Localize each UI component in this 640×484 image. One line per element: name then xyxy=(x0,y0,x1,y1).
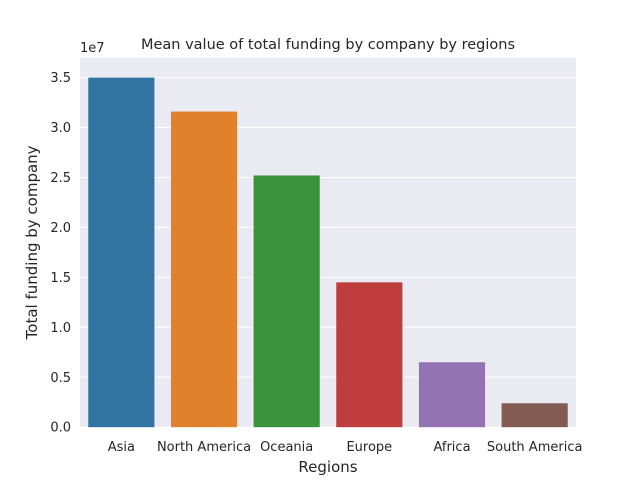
bar-oceania xyxy=(253,175,320,428)
y-tick-label: 2.5 xyxy=(50,171,71,186)
x-tick-label: South America xyxy=(487,440,583,455)
x-tick-label: Oceania xyxy=(260,440,313,455)
y-tick-labels: 0.0 0.5 1.0 1.5 2.0 2.5 3.0 3.5 xyxy=(50,71,71,436)
y-tick-label: 2.0 xyxy=(50,221,71,236)
y-tick-label: 0.5 xyxy=(50,371,71,386)
x-tick-label: Europe xyxy=(346,440,392,455)
y-tick-label: 3.5 xyxy=(50,71,71,86)
bar-north-america xyxy=(170,111,238,428)
chart-title: Mean value of total funding by company b… xyxy=(141,37,515,53)
bar-africa xyxy=(418,362,486,428)
y-tick-label: 0.0 xyxy=(50,421,71,436)
grid-lines xyxy=(80,77,576,428)
bar-asia xyxy=(88,77,155,428)
y-axis-label: Total funding by company xyxy=(23,145,41,340)
x-tick-label: Asia xyxy=(108,440,135,455)
plot-area xyxy=(80,57,576,428)
y-tick-label: 1.5 xyxy=(50,271,71,286)
x-tick-labels: Asia North America Oceania Europe Africa Sout… xyxy=(108,440,583,455)
x-tick-label: North America xyxy=(157,440,251,455)
bar-south-america xyxy=(501,403,568,428)
y-tick-label: 3.0 xyxy=(50,121,71,136)
bar-europe xyxy=(336,282,403,428)
bars xyxy=(88,77,568,428)
x-axis-label: Regions xyxy=(298,458,357,476)
x-tick-label: Africa xyxy=(433,440,470,455)
y-multiplier-label: 1e7 xyxy=(80,41,105,56)
y-tick-label: 1.0 xyxy=(50,321,71,336)
